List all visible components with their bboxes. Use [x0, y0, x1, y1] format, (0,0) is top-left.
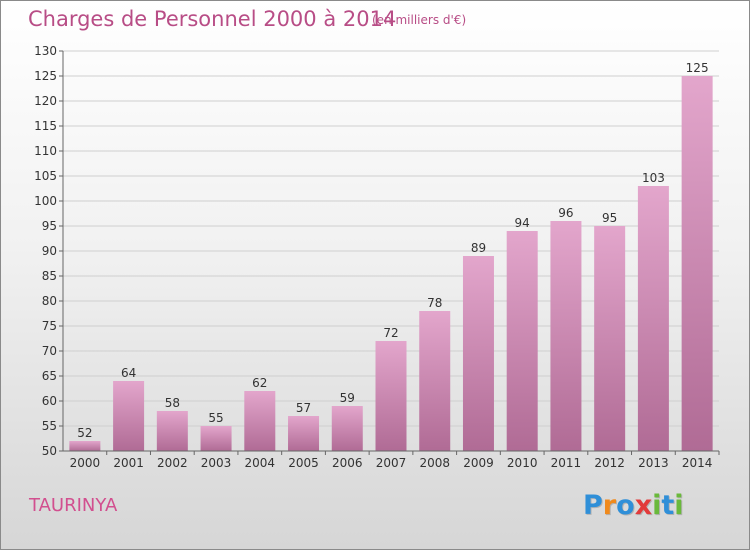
bar-2013	[637, 186, 669, 451]
logo-letter: i	[652, 490, 662, 521]
y-tick-label: 55	[42, 419, 57, 433]
x-tick-label-2002: 2002	[157, 456, 188, 470]
x-tick-labels: 2000 2001 2002 2003 2004 2005 2006 2007 2008 2009…	[70, 456, 713, 470]
y-tick-label: 100	[34, 194, 57, 208]
y-tick-label: 65	[42, 369, 57, 383]
bar-2006	[331, 406, 363, 451]
y-tick-label: 115	[34, 119, 57, 133]
data-label-2007: 72	[383, 326, 398, 340]
data-labels: 52 64 58 55 62 57 59 72 78 89 94 96 95 103 125	[77, 61, 708, 440]
bar-2003	[200, 426, 232, 451]
x-tick-label-2004: 2004	[245, 456, 276, 470]
x-tick-label-2011: 2011	[551, 456, 582, 470]
data-label-2001: 64	[121, 366, 136, 380]
axes	[59, 50, 720, 455]
data-label-2013: 103	[642, 171, 665, 185]
proxiti-logo: Proxiti	[583, 490, 684, 521]
x-tick-label-2009: 2009	[463, 456, 494, 470]
data-label-2006: 59	[340, 391, 355, 405]
data-label-2000: 52	[77, 426, 92, 440]
x-tick-label-2008: 2008	[419, 456, 450, 470]
bar-2005	[288, 416, 320, 451]
bar-2008	[419, 311, 451, 451]
y-tick-label: 50	[42, 444, 57, 458]
logo-letter: t	[661, 490, 675, 521]
bars	[69, 76, 713, 451]
data-label-2002: 58	[165, 396, 180, 410]
x-tick-label-2000: 2000	[70, 456, 101, 470]
logo-letter: o	[616, 490, 635, 521]
x-tick-label-2001: 2001	[113, 456, 144, 470]
data-label-2008: 78	[427, 296, 442, 310]
x-tick-label-2012: 2012	[594, 456, 625, 470]
y-tick-label: 120	[34, 94, 57, 108]
data-label-2003: 55	[208, 411, 223, 425]
y-tick-label: 95	[42, 219, 57, 233]
bar-2009	[462, 256, 494, 451]
data-label-2005: 57	[296, 401, 311, 415]
x-tick-label-2006: 2006	[332, 456, 363, 470]
bar-2014	[681, 76, 713, 451]
logo-letter: i	[674, 490, 684, 521]
data-label-2010: 94	[515, 216, 530, 230]
logo-letter: r	[602, 490, 617, 521]
x-tick-label-2007: 2007	[376, 456, 407, 470]
y-tick-label: 105	[34, 169, 57, 183]
bar-2007	[375, 341, 407, 451]
bar-2002	[156, 411, 188, 451]
y-tick-label: 110	[34, 144, 57, 158]
y-tick-label: 125	[34, 69, 57, 83]
bar-2000	[69, 441, 101, 451]
y-tick-label: 75	[42, 319, 57, 333]
y-tick-label: 85	[42, 269, 57, 283]
data-label-2004: 62	[252, 376, 267, 390]
y-tick-labels: 50 55 60 65 70 75 80 85 90 95 100 105 110 115 120 125 13…	[34, 44, 57, 458]
data-label-2009: 89	[471, 241, 486, 255]
logo-letter: P	[583, 490, 603, 521]
y-tick-label: 70	[42, 344, 57, 358]
bar-2004	[244, 391, 276, 451]
data-label-2012: 95	[602, 211, 617, 225]
commune-name: TAURINYA	[29, 495, 118, 516]
x-tick-label-2003: 2003	[201, 456, 232, 470]
chart-subtitle: (en milliers d'€)	[372, 13, 467, 27]
y-tick-label: 130	[34, 44, 57, 58]
data-label-2011: 96	[558, 206, 573, 220]
x-tick-label-2005: 2005	[288, 456, 319, 470]
data-label-2014: 125	[686, 61, 709, 75]
bar-2001	[113, 381, 145, 451]
bar-2011	[550, 221, 582, 451]
x-tick-label-2010: 2010	[507, 456, 538, 470]
bar-2012	[594, 226, 626, 451]
x-tick-label-2014: 2014	[682, 456, 713, 470]
y-tick-label: 60	[42, 394, 57, 408]
logo-letter: x	[634, 490, 653, 521]
chart-title: Charges de Personnel 2000 à 2014	[28, 7, 397, 31]
bar-2010	[506, 231, 538, 451]
x-tick-label-2013: 2013	[638, 456, 669, 470]
y-tick-label: 80	[42, 294, 57, 308]
y-tick-label: 90	[42, 244, 57, 258]
